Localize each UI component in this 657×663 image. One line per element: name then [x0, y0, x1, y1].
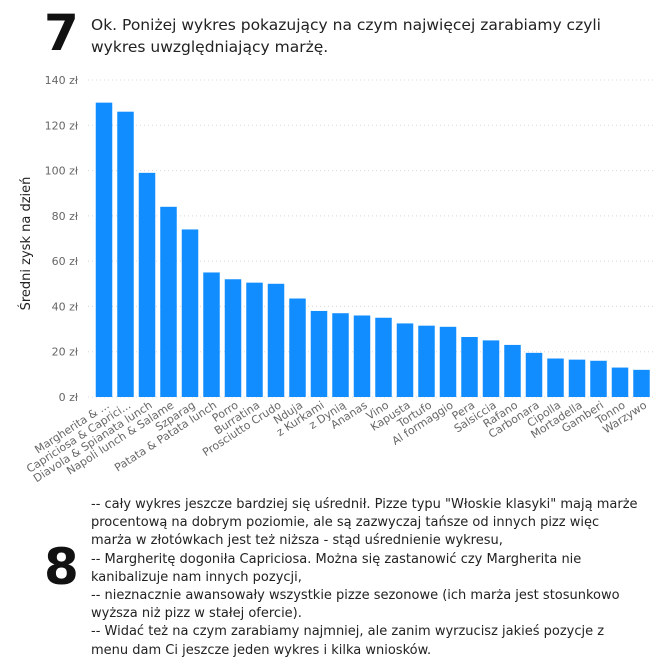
bar[interactable]	[590, 360, 607, 397]
step-number-7: 7	[44, 4, 79, 62]
y-tick-label: 0 zł	[59, 391, 79, 404]
y-tick-label: 100 zł	[45, 165, 79, 178]
bar[interactable]	[547, 358, 564, 397]
bar[interactable]	[267, 283, 285, 397]
note-item: -- cały wykres jeszcze bardziej się uśre…	[91, 497, 638, 549]
bar[interactable]	[482, 340, 500, 397]
bar[interactable]	[633, 369, 650, 397]
x-axis-ticks: Margherita & ...Capriciosa & Caprici...D…	[24, 398, 649, 485]
bar[interactable]	[611, 367, 629, 397]
step-number-8: 8	[44, 538, 79, 596]
bar[interactable]	[375, 317, 392, 397]
y-axis-ticks: 0 zł 20 zł 40 zł 60 zł 80 zł 100 zł 120 zł 140 …	[45, 74, 79, 404]
bar[interactable]	[310, 310, 328, 397]
notes-list: -- cały wykres jeszcze bardziej się uśre…	[91, 496, 641, 660]
bar[interactable]	[181, 229, 199, 397]
y-tick-label: 60 zł	[52, 255, 79, 268]
bar[interactable]	[525, 352, 543, 397]
bar[interactable]	[138, 172, 156, 397]
bar-chart: 0 zł 20 zł 40 zł 60 zł 80 zł 100 zł 120 zł 140 …	[18, 74, 655, 485]
y-tick-label: 80 zł	[52, 210, 79, 223]
y-tick-label: 40 zł	[52, 300, 79, 313]
y-tick-label: 140 zł	[45, 74, 79, 87]
bar[interactable]	[504, 344, 521, 397]
bar[interactable]	[418, 325, 435, 397]
bar[interactable]	[117, 111, 134, 397]
bar[interactable]	[224, 279, 242, 397]
note-item: -- Margheritę dogoniła Capriciosa. Można…	[91, 551, 582, 585]
bar[interactable]	[396, 323, 414, 397]
note-item: -- Widać też na czym zarabiamy najmniej,…	[91, 624, 605, 658]
note-item: -- nieznacznie awansowały wszystkie pizz…	[91, 588, 620, 622]
bar[interactable]	[332, 313, 349, 397]
bar[interactable]	[246, 282, 263, 397]
y-axis-label: Średni zysk na dzień	[18, 177, 34, 311]
bar[interactable]	[95, 102, 113, 397]
bars	[95, 102, 650, 397]
bar[interactable]	[160, 206, 177, 397]
y-tick-label: 20 zł	[52, 346, 79, 359]
y-tick-label: 120 zł	[45, 119, 79, 132]
bar[interactable]	[203, 272, 220, 397]
bar[interactable]	[289, 298, 306, 397]
intro-text: Ok. Poniżej wykres pokazujący na czym na…	[91, 16, 601, 56]
bar[interactable]	[461, 336, 478, 397]
bar[interactable]	[568, 359, 586, 397]
bar[interactable]	[439, 326, 457, 397]
bar[interactable]	[353, 315, 371, 397]
